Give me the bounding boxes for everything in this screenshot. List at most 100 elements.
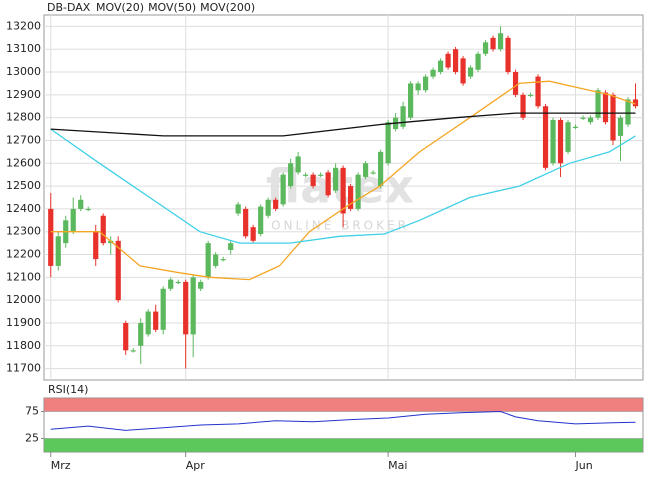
x-tick-label: Jun [575, 459, 593, 472]
candle-body [602, 92, 609, 123]
candle-body [610, 94, 616, 141]
candle-body [625, 99, 631, 125]
candle-body [138, 322, 144, 346]
candle-body [355, 174, 361, 209]
candle-body [475, 53, 481, 70]
candle-body [123, 322, 129, 351]
candle-body [422, 76, 429, 91]
candle-body [445, 53, 451, 68]
candle-body [198, 281, 204, 289]
candle-body [130, 350, 136, 352]
candle-body [220, 259, 226, 261]
y-tick-label: 11800 [6, 339, 41, 352]
candle-body [595, 90, 601, 118]
y-tick-label: 25 [25, 432, 39, 445]
candle-body [348, 186, 354, 209]
candle-body [100, 215, 106, 244]
candle-body [490, 37, 496, 50]
y-tick-label: 12700 [6, 133, 41, 146]
candle-body [460, 58, 466, 84]
candle-body [527, 94, 534, 97]
candle-body [520, 94, 526, 118]
x-tick-label: Apr [186, 459, 206, 472]
candle-body [550, 119, 556, 164]
candle-body [160, 288, 166, 330]
candle-body [542, 106, 549, 168]
candle-body [363, 163, 369, 177]
candle-body [452, 49, 459, 73]
legend-entry: MOV(50) [148, 1, 196, 14]
candle-body [333, 167, 339, 191]
y-tick-label: 12200 [6, 248, 41, 261]
candle-body [303, 174, 309, 176]
candle-body [153, 311, 159, 330]
watermark: ONLINE BROKER [271, 219, 409, 233]
y-tick-label: 12500 [6, 179, 41, 192]
candle-body [213, 254, 219, 266]
candle-body [175, 281, 181, 284]
y-tick-label: 13000 [6, 65, 41, 78]
y-tick-label: 12300 [6, 225, 41, 238]
series-line [50, 128, 636, 244]
candle-body [467, 67, 474, 77]
y-tick-label: 13200 [6, 19, 41, 32]
panel-title: RSI(14) [48, 383, 88, 396]
candle-body [572, 126, 579, 128]
candle-body [273, 199, 279, 209]
y-tick-label: 13100 [6, 42, 41, 55]
candle-body [295, 156, 301, 173]
series-line [50, 410, 636, 431]
candle-body [430, 69, 436, 77]
candle-body [55, 236, 61, 266]
candle-body [437, 60, 444, 73]
candle-body [183, 281, 189, 335]
candle-body [632, 99, 639, 107]
y-tick-label: 11700 [6, 362, 41, 375]
candle-body [145, 311, 151, 335]
y-tick-label: 75 [25, 405, 39, 418]
candle-body [78, 199, 84, 209]
y-tick-label: 12900 [6, 88, 41, 101]
candle-body [325, 172, 331, 196]
candle-body [168, 279, 174, 289]
candle-body [205, 243, 211, 278]
candle-body [310, 174, 316, 187]
x-tick-label: Mai [388, 459, 407, 472]
y-tick-label: 11900 [6, 316, 41, 329]
candle-body [557, 119, 564, 164]
candle-body [340, 167, 346, 214]
legend-entry: DB-DAX [47, 1, 91, 14]
candle-body [587, 117, 594, 123]
y-tick-label: 12400 [6, 202, 41, 215]
candle-body [258, 206, 264, 234]
candle-body [243, 208, 249, 237]
y-tick-label: 12100 [6, 270, 41, 283]
candle-body [497, 33, 504, 50]
candle-body [378, 151, 384, 187]
candle-body [617, 117, 624, 136]
candle-body [115, 240, 121, 301]
candle-body [190, 277, 196, 335]
candle-body [580, 117, 586, 119]
candle-body [250, 227, 256, 241]
y-tick-label: 12800 [6, 111, 41, 124]
candle-body [70, 208, 76, 232]
candle-body [565, 122, 571, 152]
candle-body [385, 122, 391, 164]
candle-body [228, 243, 234, 250]
candle-body [288, 163, 294, 187]
series-line [50, 112, 636, 137]
legend-entry: MOV(20) [96, 1, 144, 14]
candle-body [400, 106, 406, 127]
candle-body [93, 231, 99, 260]
candle-body [482, 42, 489, 54]
candle-body [505, 37, 511, 73]
candle-body [318, 174, 324, 176]
candle-body [85, 208, 91, 211]
series-line [50, 80, 636, 281]
candle-body [407, 83, 414, 118]
candle-body [535, 76, 541, 107]
candle-body [370, 172, 376, 174]
legend-entry: MOV(200) [200, 1, 255, 14]
